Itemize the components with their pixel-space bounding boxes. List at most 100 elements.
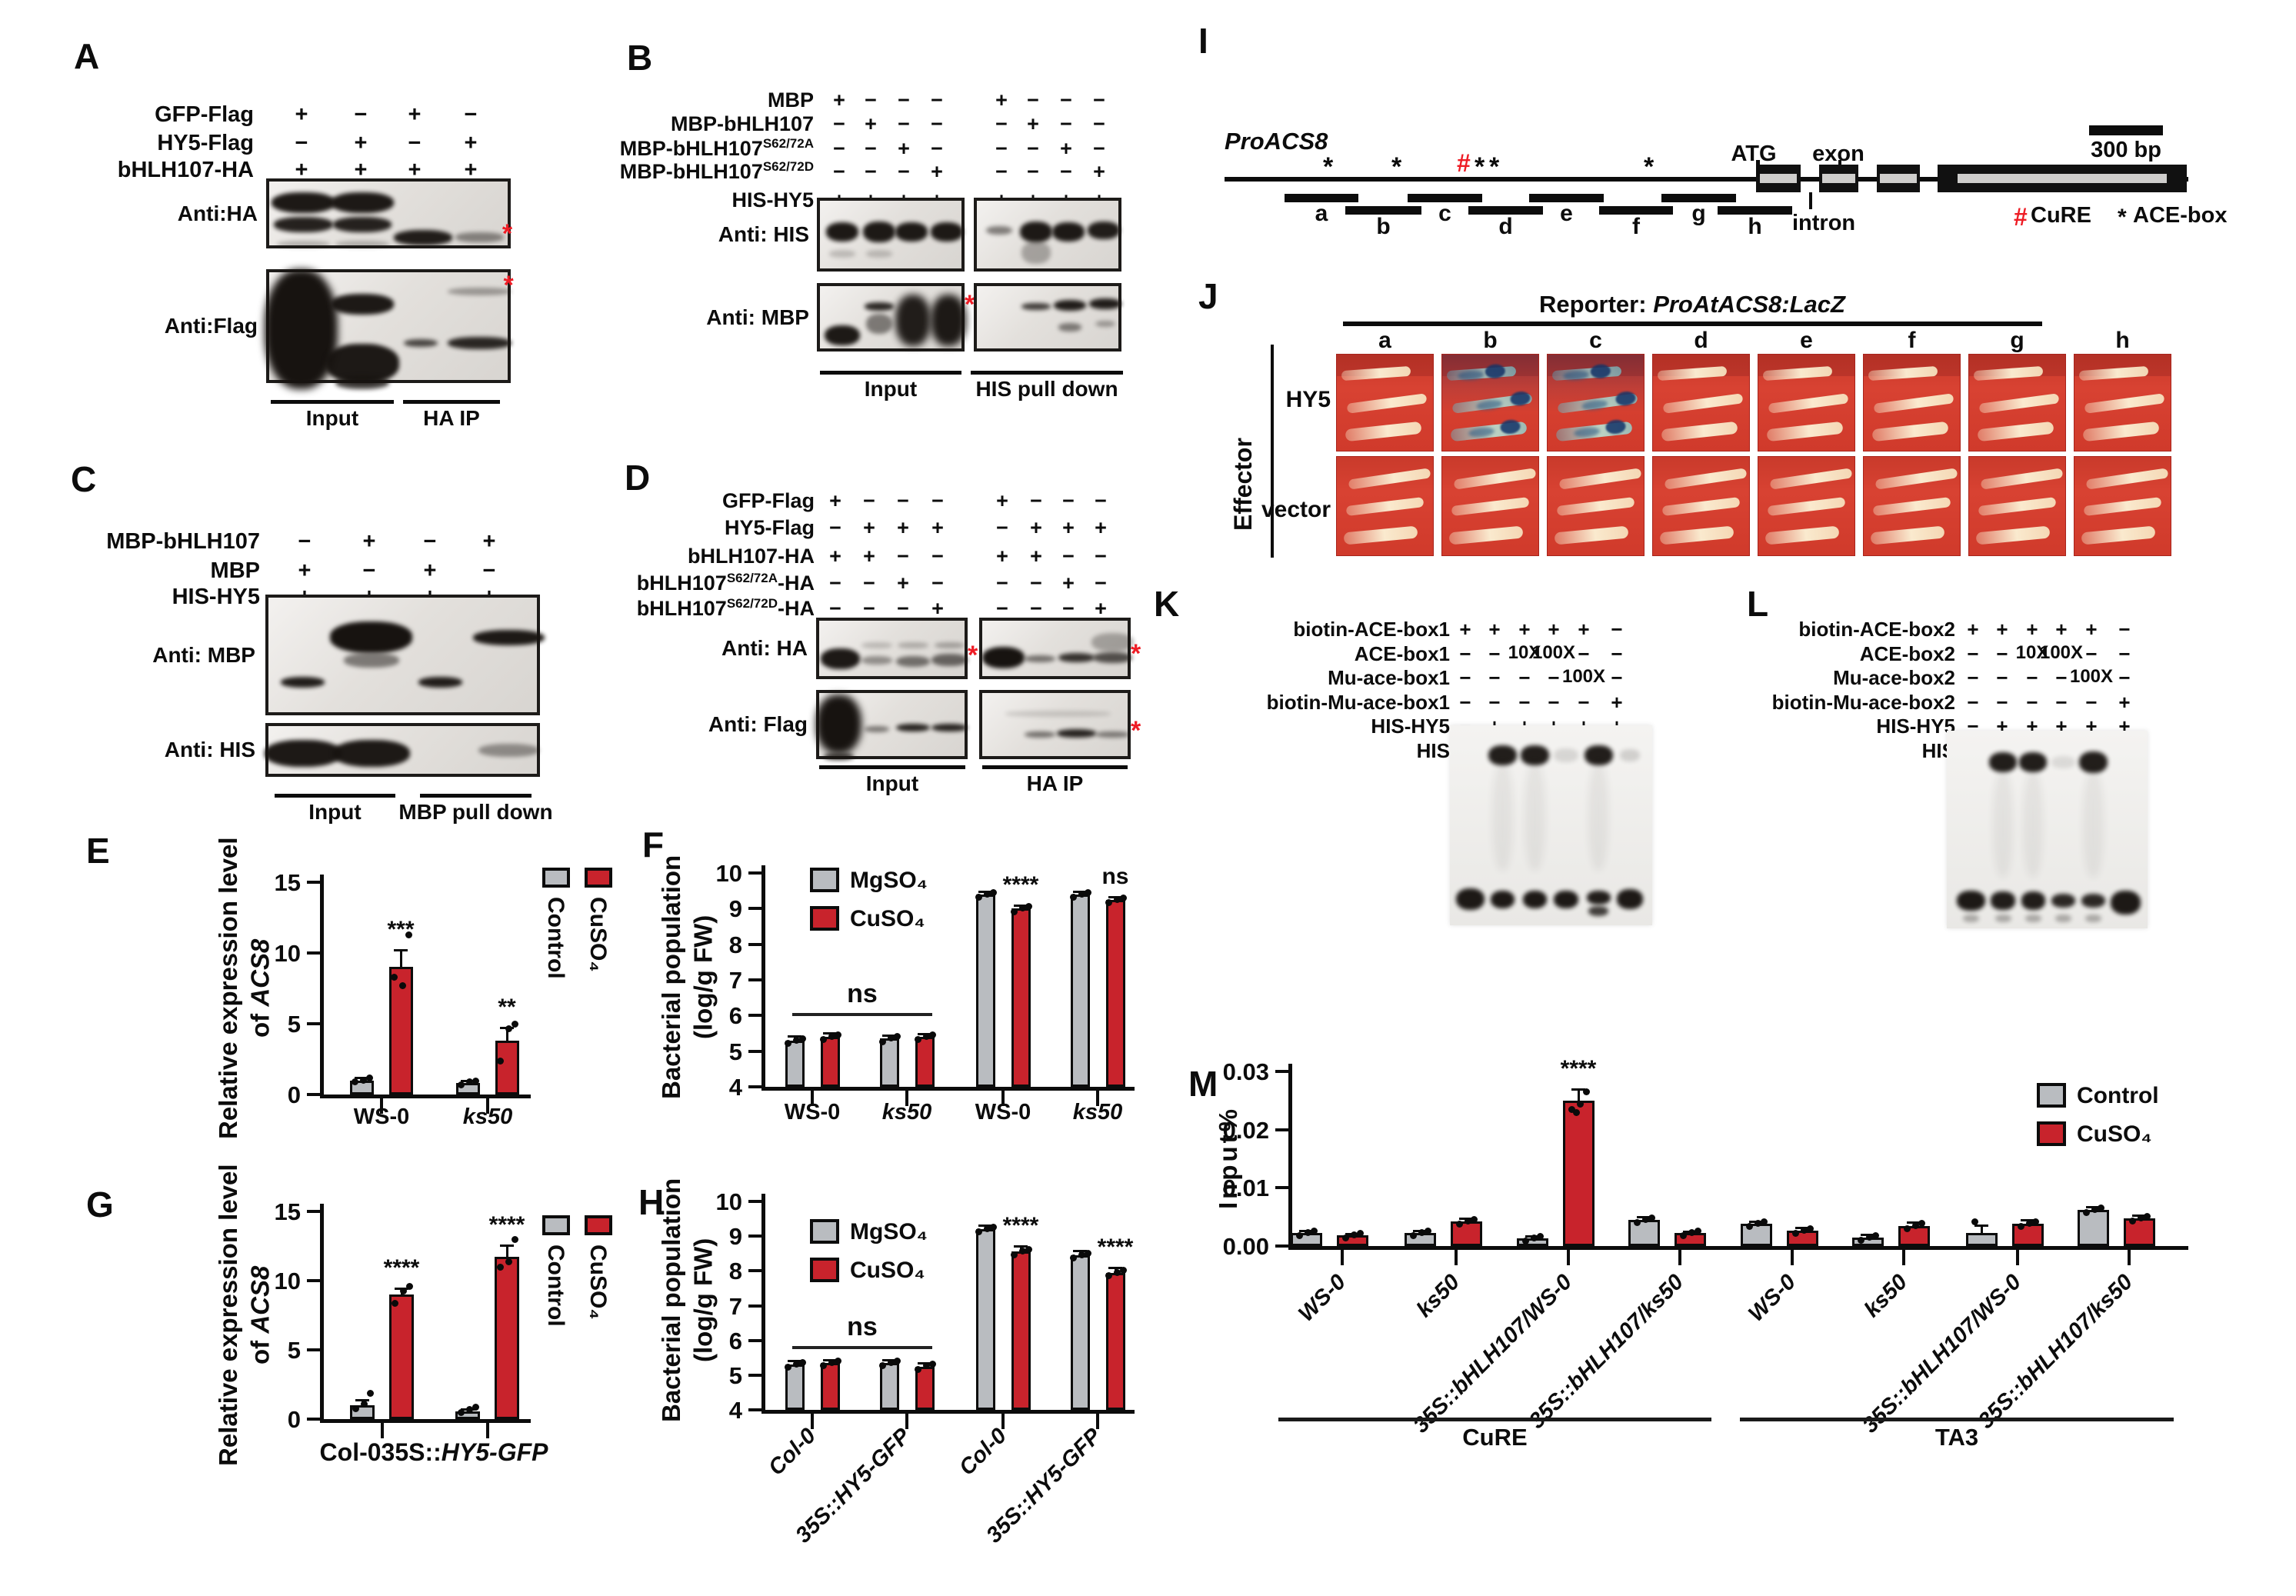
condition-value: −	[1996, 666, 2008, 689]
data-point-dot	[785, 1364, 791, 1371]
yeast-streak	[1873, 393, 1955, 415]
data-bar	[2011, 1224, 2044, 1246]
condition-value: −	[898, 112, 910, 135]
protein-band	[1522, 890, 1548, 908]
panel-letter-i: I	[1198, 21, 1208, 61]
lane-group-underline	[271, 400, 394, 404]
data-point-dot	[828, 1033, 835, 1041]
data-point-dot	[1688, 1229, 1695, 1237]
x-shared-label: Col-035S::HY5-GFP	[319, 1438, 548, 1466]
condition-value: −	[1093, 112, 1105, 135]
condition-label: GFP-Flag	[722, 489, 815, 512]
condition-value: −	[1095, 489, 1107, 512]
xgal-stain-blob	[1468, 426, 1495, 438]
protein-band	[1455, 888, 1485, 911]
panel-letter-c: C	[71, 459, 97, 499]
condition-value: +	[295, 158, 308, 182]
error-bar-cap	[355, 1398, 369, 1401]
yeast-streak	[1975, 525, 2051, 545]
y-tick-label: 10	[715, 860, 742, 887]
data-bar	[1965, 1233, 1998, 1246]
yeast-streak	[1554, 525, 1629, 545]
yeast-streak	[1662, 393, 1744, 415]
condition-value: 10X	[1508, 642, 1541, 663]
condition-label: ACE-box1	[1354, 642, 1450, 665]
yeast-streak	[1664, 468, 1748, 490]
condition-label: HIS	[1416, 739, 1450, 762]
panel-letter-l: L	[1747, 584, 1769, 624]
condition-value: +	[1488, 618, 1501, 641]
condition-value: −	[408, 131, 422, 155]
reporter-plate-tile	[1336, 456, 1434, 556]
protein-band	[335, 241, 389, 248]
condition-value: −	[865, 88, 877, 112]
condition-label: bHLH107-HA	[117, 158, 254, 182]
condition-value: +	[1062, 516, 1075, 539]
exon-box-inner	[1957, 174, 2168, 183]
condition-value: +	[482, 529, 496, 554]
condition-value: +	[1459, 618, 1471, 641]
yeast-streak	[1555, 418, 1632, 442]
y-tick-label: 6	[728, 1002, 742, 1030]
condition-value: −	[1459, 666, 1471, 689]
condition-value: −	[1027, 88, 1039, 112]
protein-band	[861, 642, 892, 648]
condition-value: +	[996, 489, 1008, 512]
legend-swatch	[810, 906, 839, 931]
condition-value: +	[423, 558, 437, 583]
lane-group-label: HA IP	[1026, 771, 1084, 795]
condition-value: +	[298, 558, 312, 583]
yeast-streak	[1764, 525, 1840, 545]
data-bar	[2123, 1218, 2155, 1246]
condition-value: +	[1062, 571, 1075, 595]
yeast-streak	[2085, 468, 2169, 490]
condition-value: −	[1062, 597, 1075, 620]
data-bar	[389, 1294, 414, 1419]
x-category-label: WS-0	[1294, 1269, 1351, 1327]
significance-label: ****	[383, 1254, 420, 1281]
data-point-dot	[1971, 1218, 1978, 1226]
error-bar-stem	[506, 1028, 508, 1041]
data-bar	[1011, 1251, 1031, 1410]
condition-value: +	[1030, 545, 1042, 568]
gene-title: ProACS8	[1225, 128, 1328, 155]
x-group-tick	[1455, 1250, 1458, 1265]
condition-value: −	[1578, 642, 1590, 665]
protein-band	[1088, 298, 1122, 310]
condition-value: −	[833, 137, 845, 160]
condition-value: −	[898, 88, 910, 112]
antibody-label: Anti:Flag	[164, 314, 258, 338]
data-point-dot	[1872, 1231, 1879, 1239]
lane-group-underline	[971, 371, 1123, 375]
condition-value: −	[863, 489, 875, 512]
y-tick	[307, 1279, 320, 1282]
y-tick-label: 0.03	[1222, 1058, 1269, 1085]
data-bar	[975, 1229, 995, 1410]
yeast-streak	[1449, 418, 1527, 442]
promoter-fragment-bar	[1345, 206, 1421, 215]
condition-value: +	[1518, 618, 1531, 641]
protein-band	[865, 725, 889, 732]
panel-letter-a: A	[74, 36, 100, 76]
protein-band	[824, 325, 860, 346]
protein-band	[1488, 745, 1517, 765]
condition-value: +	[1996, 618, 2008, 641]
x-group-tick	[905, 1091, 908, 1106]
data-point-dot	[352, 1078, 358, 1086]
promoter-fragment-bar	[1529, 194, 1604, 202]
y-tick	[1275, 1186, 1288, 1190]
condition-value: 100X	[2039, 642, 2084, 663]
reporter-plate-tile	[1652, 456, 1750, 556]
condition-value: +	[464, 131, 478, 155]
condition-value: 100X	[1561, 666, 1606, 687]
ace-box-asterisk: *	[1391, 152, 1402, 182]
error-bar-cap	[1974, 1224, 1988, 1227]
lane-group-underline	[275, 794, 395, 798]
protein-band	[982, 646, 1025, 669]
y-axis-title: Bacterial population (log/g FW)	[657, 855, 718, 1099]
condition-value: 10X	[2015, 642, 2049, 663]
data-point-dot	[1085, 1249, 1091, 1257]
data-point-dot	[1680, 1232, 1687, 1240]
legend-label: CuSO₄	[850, 1258, 925, 1283]
protein-band	[1056, 728, 1096, 738]
